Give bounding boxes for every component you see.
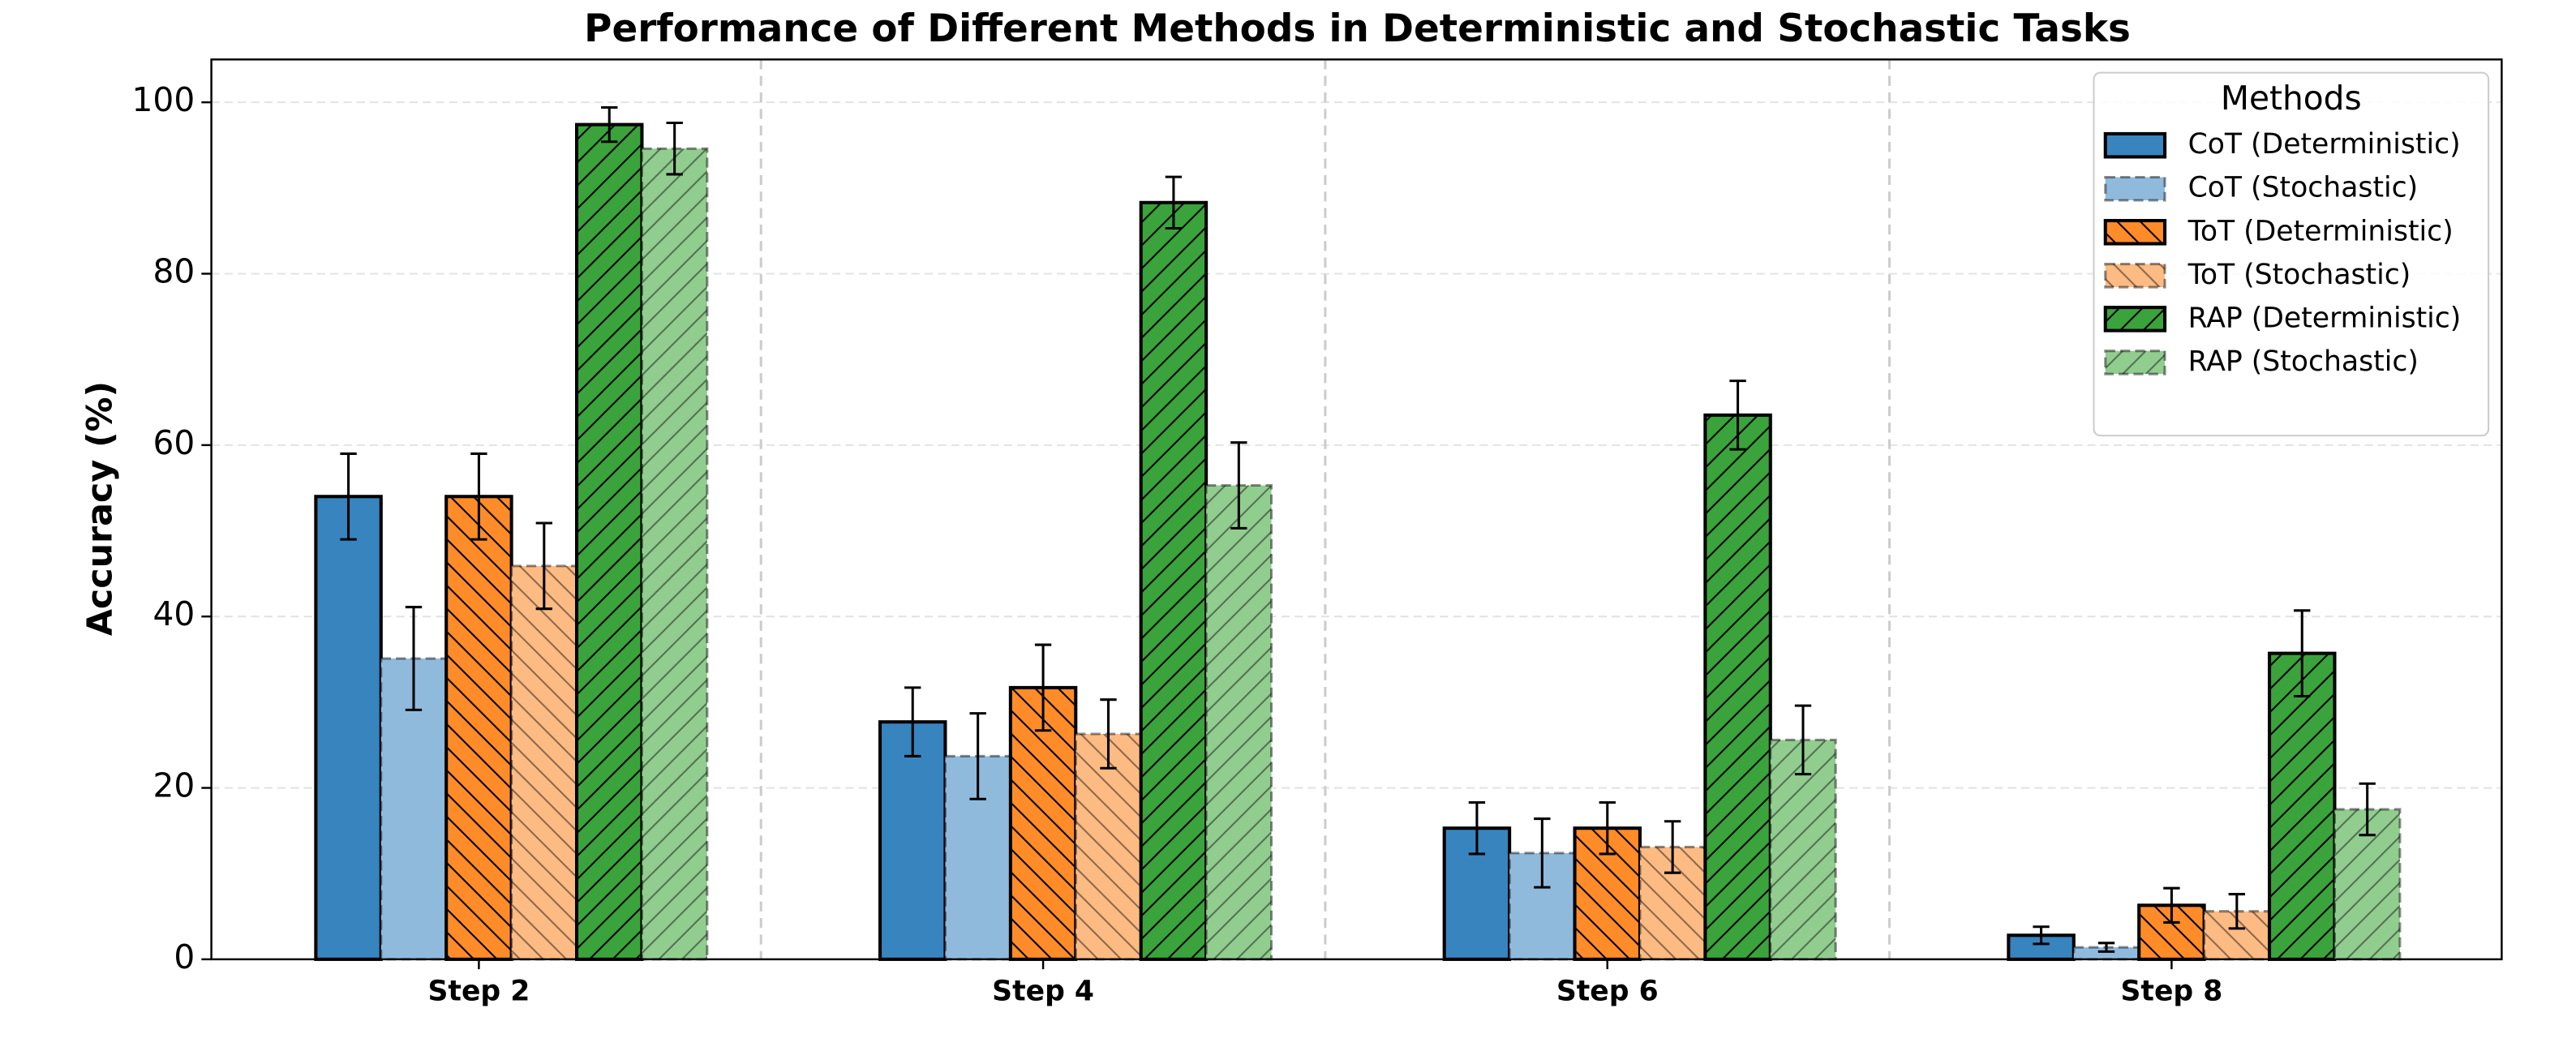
legend-label: RAP (Deterministic) [2188, 302, 2462, 334]
legend-swatch [2104, 263, 2166, 289]
x-tick-label: Step 2 [427, 976, 530, 1008]
error-bar [666, 121, 683, 176]
error-bar [601, 105, 618, 144]
bar [575, 122, 644, 961]
legend-title: Methods [2221, 79, 2362, 118]
error-bar [1664, 820, 1681, 874]
bar [878, 720, 947, 961]
y-tick-label: 0 [174, 937, 195, 976]
bar [2267, 651, 2337, 961]
legend-label: CoT (Stochastic) [2188, 172, 2419, 204]
error-bar [1230, 441, 1247, 530]
chart-title: Performance of Different Methods in Dete… [584, 7, 2131, 51]
error-bar [2033, 925, 2050, 946]
legend-swatch [2104, 175, 2166, 202]
x-tick-label: Step 6 [1556, 976, 1659, 1008]
legend-swatch [2103, 306, 2167, 332]
y-tick-label: 20 [152, 766, 195, 805]
legend: Methods CoT (Deterministic) CoT (Stochasti… [2093, 71, 2490, 437]
legend-label: RAP (Stochastic) [2188, 345, 2419, 378]
error-bar [340, 452, 357, 541]
error-bar [2228, 893, 2246, 930]
y-tick-label: 100 [132, 80, 195, 119]
bar [444, 495, 513, 961]
error-bar [1729, 380, 1746, 451]
bar [1074, 732, 1143, 961]
legend-box [2093, 71, 2490, 437]
plot-frame [210, 58, 2503, 961]
error-bar [535, 521, 553, 611]
error-bar [1165, 175, 1183, 230]
plot-area: 0 20 40 60 80 100 Step 2 Step 4 Step 6 Step 8 Meth… [132, 58, 2503, 1008]
x-tick-label: Step 4 [992, 976, 1094, 1008]
legend-swatch [2103, 131, 2167, 159]
error-bar [2294, 609, 2311, 698]
error-bar [1100, 698, 1117, 770]
legend-label: CoT (Deterministic) [2188, 128, 2461, 161]
y-tick-label: 40 [152, 594, 195, 633]
bar [510, 564, 578, 961]
error-bar [405, 606, 423, 711]
bar [1703, 413, 1772, 961]
bar [1008, 685, 1078, 961]
y-axis-label: Accuracy (%) [80, 381, 121, 636]
error-bar [904, 686, 921, 757]
legend-swatch [2104, 350, 2166, 375]
bar [314, 495, 383, 961]
error-bar [2163, 886, 2180, 924]
y-tick-label: 60 [152, 423, 195, 462]
y-tick-label: 80 [152, 252, 195, 291]
bar [1204, 483, 1273, 961]
error-bar [470, 452, 487, 541]
bar [1139, 200, 1209, 961]
error-bar [1794, 704, 1812, 776]
error-bar [969, 712, 986, 800]
error-bar [1534, 817, 1551, 889]
error-bar [2097, 942, 2115, 953]
error-bar [2359, 782, 2376, 837]
legend-label: ToT (Deterministic) [2187, 215, 2454, 247]
legend-swatch [2103, 218, 2167, 246]
bar [640, 147, 709, 961]
error-bar [1034, 643, 1052, 732]
error-bar [1468, 800, 1486, 856]
x-tick-label: Step 8 [2120, 976, 2222, 1008]
legend-label: ToT (Stochastic) [2187, 259, 2411, 291]
error-bar [1599, 800, 1616, 856]
